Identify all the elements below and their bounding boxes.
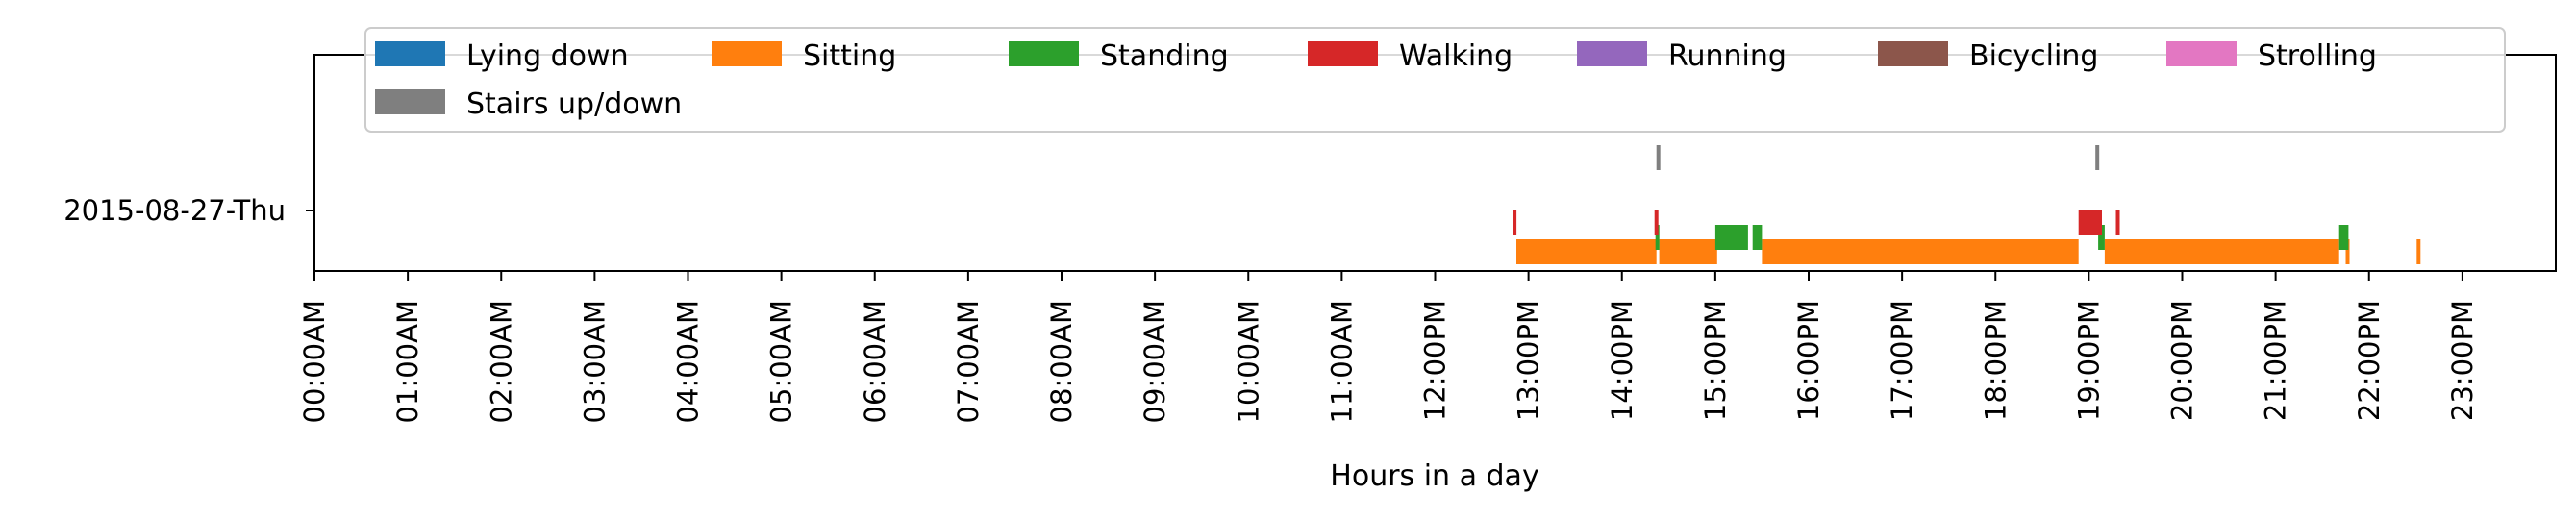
x-tick-label: 01:00AM [391, 300, 424, 423]
activity-bars [1513, 145, 2421, 264]
activity-bar [1655, 225, 1660, 250]
legend-item: Bicycling [1878, 39, 2098, 73]
x-tick-label: 03:00AM [578, 300, 611, 423]
activity-bar [1714, 225, 1748, 250]
legend-item: Walking [1308, 39, 1513, 73]
activity-bar [2115, 210, 2120, 235]
legend-swatch [1308, 41, 1378, 66]
activity-bar [1516, 239, 1657, 264]
legend-swatch [1878, 41, 1948, 66]
x-tick-label: 04:00AM [672, 300, 705, 423]
x-tick-label: 06:00AM [859, 300, 891, 423]
y-tick-label: 2015-08-27-Thu [63, 194, 286, 227]
legend-swatch [2166, 41, 2237, 66]
activity-bar [2104, 239, 2339, 264]
legend-swatch [712, 41, 782, 66]
legend-item: Running [1577, 39, 1787, 73]
activity-bar [2345, 239, 2350, 264]
x-axis-label: Hours in a day [1330, 459, 1538, 493]
x-axis: 00:00AM 01:00AM 02:00AM 03:00AM 04:00AM 05:00… [298, 271, 2479, 423]
x-tick-label: 18:00PM [1979, 300, 2012, 421]
legend-label: Stairs up/down [466, 87, 682, 121]
activity-bar [1659, 239, 1717, 264]
activity-bar [2338, 225, 2349, 250]
x-tick-label: 21:00PM [2260, 300, 2292, 421]
activity-bar [2098, 225, 2105, 250]
legend-label: Strolling [2258, 39, 2377, 73]
x-tick-label: 22:00PM [2353, 300, 2386, 421]
x-tick-label: 15:00PM [1699, 300, 1732, 421]
activity-bar [1656, 145, 1661, 170]
legend-label: Sitting [803, 39, 896, 73]
x-tick-label: 09:00AM [1138, 300, 1171, 423]
x-tick-label: 12:00PM [1419, 300, 1452, 421]
x-tick-label: 10:00AM [1232, 300, 1264, 423]
legend-label: Running [1668, 39, 1787, 73]
legend-swatch [1577, 41, 1647, 66]
legend: Lying down Sitting Standing Walking Running B… [364, 27, 2506, 133]
x-tick-label: 11:00AM [1325, 300, 1358, 423]
x-tick-label: 02:00AM [485, 300, 517, 423]
legend-swatch [1009, 41, 1079, 66]
legend-item: Strolling [2166, 39, 2377, 73]
x-tick-label: 07:00AM [952, 300, 985, 423]
legend-label: Bicycling [1969, 39, 2098, 73]
x-tick-label: 00:00AM [298, 300, 331, 423]
x-tick-label: 08:00AM [1045, 300, 1078, 423]
x-tick-label: 16:00PM [1792, 300, 1825, 421]
activity-bar [1762, 239, 2079, 264]
x-tick-label: 05:00AM [765, 300, 798, 423]
legend-swatch [375, 89, 445, 114]
activity-bar [1752, 225, 1763, 250]
activity-bar [1654, 210, 1659, 235]
x-tick-label: 14:00PM [1606, 300, 1638, 421]
x-tick-label: 19:00PM [2072, 300, 2105, 421]
legend-item: Stairs up/down [375, 87, 682, 121]
x-tick-label: 23:00PM [2446, 300, 2479, 421]
legend-label: Lying down [466, 39, 629, 73]
x-tick-label: 20:00PM [2166, 300, 2199, 421]
x-tick-label: 13:00PM [1513, 300, 1545, 421]
y-axis: 2015-08-27-Thu [63, 194, 314, 227]
legend-box [364, 27, 2506, 133]
legend-label: Walking [1399, 39, 1513, 73]
legend-item: Standing [1009, 39, 1229, 73]
x-tick-label: 17:00PM [1886, 300, 1918, 421]
activity-bar [2416, 239, 2421, 264]
legend-item: Sitting [712, 39, 896, 73]
legend-label: Standing [1100, 39, 1229, 73]
activity-bar [1513, 210, 1517, 235]
legend-swatch [375, 41, 445, 66]
activity-bar [2078, 210, 2102, 235]
activity-bar [2095, 145, 2100, 170]
legend-item: Lying down [375, 39, 629, 73]
